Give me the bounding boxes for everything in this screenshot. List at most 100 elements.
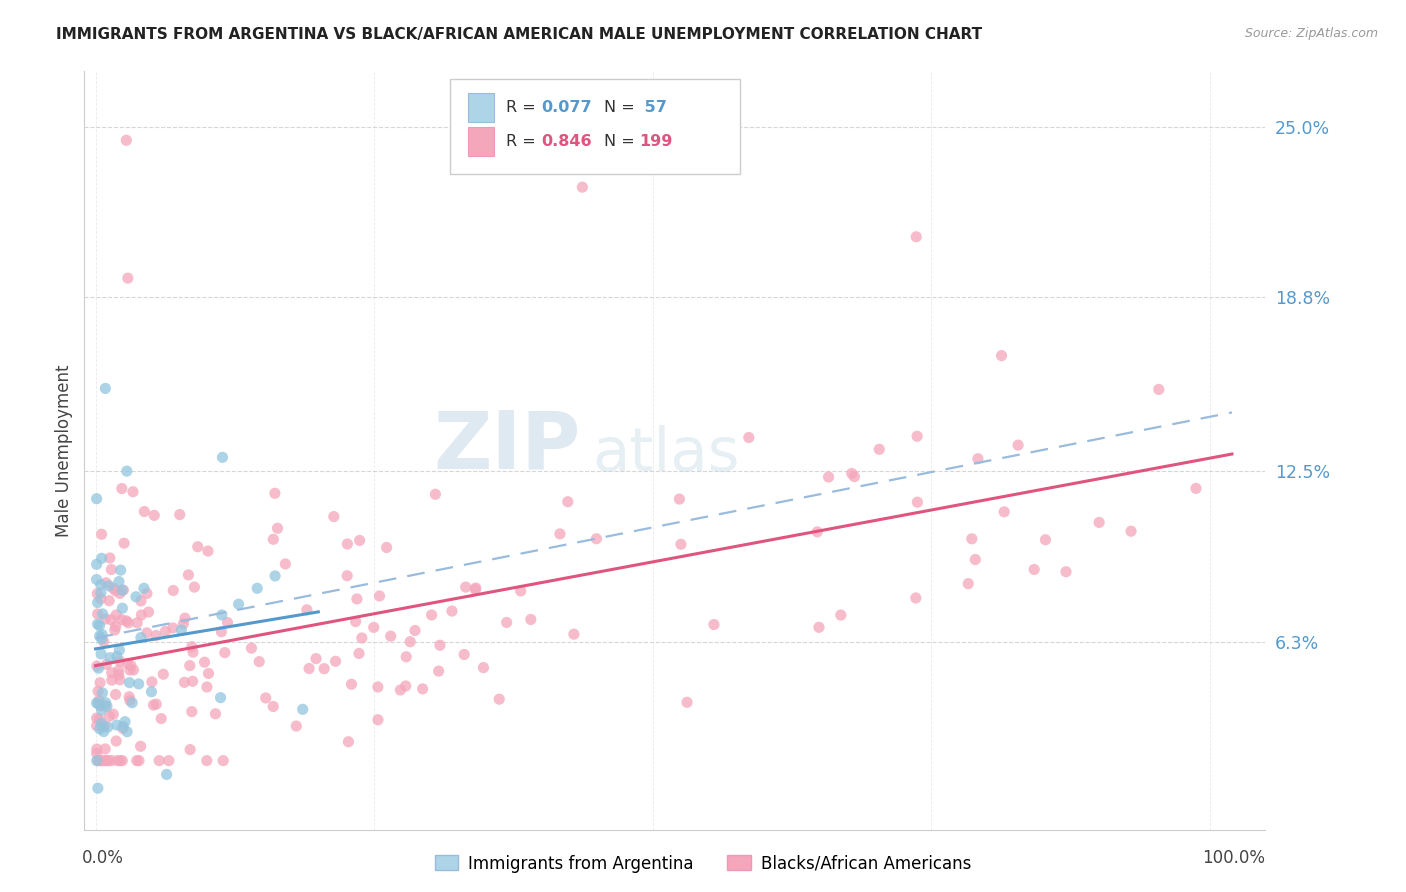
Point: [86, 558, 108, 572]
Point: [181, 645, 204, 659]
Point: [817, 470, 839, 484]
Text: N =: N =: [605, 135, 640, 149]
Point: [98, 551, 121, 566]
Point: [118, 690, 141, 704]
Point: [145, 628, 167, 642]
Point: [274, 557, 297, 571]
Point: [346, 591, 368, 606]
Point: [111, 583, 134, 598]
Text: N =: N =: [605, 100, 640, 115]
Point: [1119, 524, 1142, 539]
Point: [347, 647, 370, 661]
Point: [93, 724, 115, 739]
Point: [100, 673, 122, 687]
Point: [1035, 533, 1057, 547]
Point: [162, 621, 184, 635]
Point: [107, 667, 129, 681]
Point: [91, 607, 114, 621]
Point: [228, 597, 250, 611]
Point: [91, 627, 114, 641]
Point: [585, 532, 607, 546]
Point: [131, 607, 153, 622]
Point: [111, 601, 134, 615]
Point: [960, 532, 983, 546]
Point: [94, 612, 117, 626]
Point: [122, 484, 145, 499]
Point: [380, 629, 402, 643]
Point: [412, 681, 434, 696]
Point: [350, 631, 373, 645]
Point: [111, 722, 134, 736]
Point: [125, 590, 148, 604]
Point: [117, 615, 139, 630]
Point: [90, 632, 112, 646]
Point: [87, 781, 110, 796]
Point: [89, 629, 111, 643]
Point: [103, 707, 125, 722]
Point: [104, 583, 127, 598]
Point: [844, 469, 866, 483]
Text: 57: 57: [640, 100, 668, 115]
Point: [965, 552, 987, 566]
Point: [93, 634, 115, 648]
Point: [454, 580, 477, 594]
Point: [509, 583, 531, 598]
Point: [209, 690, 232, 705]
FancyBboxPatch shape: [450, 79, 740, 174]
Point: [181, 674, 204, 689]
Point: [1007, 438, 1029, 452]
Point: [295, 603, 318, 617]
Point: [86, 746, 108, 760]
Point: [1088, 516, 1111, 530]
Point: [162, 583, 184, 598]
Point: [112, 720, 135, 734]
Point: [100, 613, 122, 627]
Point: [114, 714, 136, 729]
Point: [100, 754, 122, 768]
Point: [152, 667, 174, 681]
Point: [86, 617, 108, 632]
Text: 0.077: 0.077: [541, 100, 592, 115]
Point: [89, 754, 111, 768]
Text: ZIP: ZIP: [433, 408, 581, 485]
Point: [967, 451, 990, 466]
Point: [399, 634, 422, 648]
Point: [115, 133, 138, 147]
Text: IMMIGRANTS FROM ARGENTINA VS BLACK/AFRICAN AMERICAN MALE UNEMPLOYMENT CORRELATIO: IMMIGRANTS FROM ARGENTINA VS BLACK/AFRIC…: [56, 27, 983, 42]
Point: [86, 696, 108, 710]
Point: [86, 711, 108, 725]
Point: [96, 699, 118, 714]
Point: [389, 683, 412, 698]
Point: [440, 604, 463, 618]
Point: [108, 673, 131, 687]
Point: [94, 696, 117, 710]
Point: [676, 695, 699, 709]
Point: [830, 608, 852, 623]
Point: [305, 651, 328, 665]
Point: [291, 702, 314, 716]
Point: [115, 614, 138, 628]
Point: [108, 586, 131, 600]
Text: atlas: atlas: [592, 425, 740, 483]
Point: [367, 713, 389, 727]
Point: [264, 486, 287, 500]
Point: [94, 381, 117, 395]
Point: [105, 718, 128, 732]
Point: [120, 658, 142, 673]
Point: [105, 649, 128, 664]
Point: [128, 677, 150, 691]
Point: [86, 491, 108, 506]
Point: [183, 580, 205, 594]
Point: [298, 661, 321, 675]
Point: [97, 754, 120, 768]
Bar: [468, 128, 494, 156]
Point: [169, 508, 191, 522]
Point: [90, 703, 112, 717]
Point: [336, 537, 359, 551]
Point: [143, 508, 166, 523]
Point: [669, 537, 692, 551]
Point: [86, 573, 108, 587]
Point: [90, 716, 112, 731]
Point: [738, 430, 761, 444]
Point: [90, 527, 112, 541]
